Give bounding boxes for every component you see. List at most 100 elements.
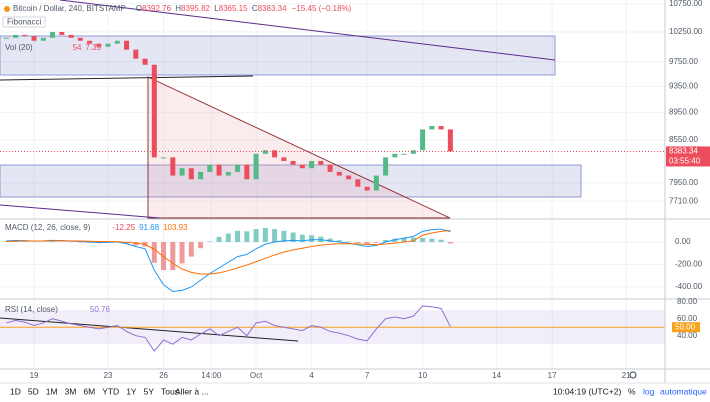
y-tick-label: -400.00 (675, 282, 703, 291)
candle (318, 160, 324, 165)
y-tick-label: 10250.00 (669, 27, 703, 36)
midline-label: 50.00 (675, 322, 696, 331)
macd-histogram-bar (50, 241, 56, 243)
macd-histogram-bar (364, 242, 370, 245)
auto-toggle[interactable]: automatique (660, 386, 707, 396)
log-toggle[interactable]: log (643, 386, 655, 396)
x-tick-label: 10 (418, 371, 427, 380)
candle (170, 157, 176, 176)
fib-box (0, 164, 582, 198)
y-tick-label: 40.00 (677, 331, 698, 340)
candle (392, 153, 398, 158)
candle (207, 164, 213, 172)
labels: 19 23 26 14:00 Oct 4 7 10 14 17 21 10750.00 10250.00… (30, 0, 710, 380)
macd-legend: MACD (12, 26, close, 9) -12.25 91.68 103.93 (5, 223, 188, 232)
macd-histogram-bar (420, 238, 426, 243)
y-tick-label: 9750.00 (669, 57, 698, 66)
macd-histogram-bar (244, 231, 250, 243)
settings-icon[interactable] (629, 371, 637, 379)
macd-histogram-bar (225, 233, 231, 243)
fibonacci-legend[interactable]: Fibonacci (7, 18, 41, 27)
ohlc-label: H (175, 4, 181, 13)
range-button[interactable]: 5D (28, 386, 39, 396)
candle (198, 171, 204, 180)
macd-value: 91.68 (139, 223, 160, 232)
candle (13, 34, 19, 38)
marks (0, 31, 665, 352)
macd-value: -12.25 (112, 223, 135, 232)
candle (244, 164, 250, 180)
macd-histogram-bar (207, 241, 213, 243)
fib-box (0, 35, 556, 76)
candle (179, 168, 185, 176)
midline-box (672, 322, 700, 333)
range-button[interactable]: 1Y (126, 386, 137, 396)
macd-histogram-bar (438, 239, 444, 243)
x-tick-label: 23 (104, 371, 113, 380)
range-button[interactable]: YTD (102, 386, 119, 396)
volume-value: 7.39 (85, 43, 101, 52)
candle (59, 31, 65, 35)
candle (373, 175, 379, 191)
ohlc-value: 8395.82 (181, 4, 210, 13)
candle (299, 164, 305, 169)
macd-histogram-bar (198, 242, 204, 249)
candle (31, 36, 37, 41)
candle (77, 37, 83, 41)
y-tick-label: 9350.00 (669, 82, 698, 91)
ohlc-label: L (214, 4, 219, 13)
trend-line (0, 204, 161, 219)
y-tick-label: 60.00 (677, 314, 698, 323)
macd-histogram-bar (336, 240, 342, 243)
range-button[interactable]: 3M (65, 386, 77, 396)
candle (383, 157, 389, 176)
macd-histogram-bar (410, 237, 416, 243)
candle (142, 58, 148, 65)
candle (447, 129, 453, 152)
y-tick-label: 10750.00 (669, 0, 703, 8)
candle (133, 49, 139, 59)
candle (401, 153, 407, 155)
range-button[interactable]: Tous (161, 386, 179, 396)
macd-histogram-bar (373, 242, 379, 243)
candle (281, 157, 287, 161)
ohlc-label: O (136, 4, 142, 13)
candle (40, 37, 46, 41)
candle (410, 150, 416, 154)
change: −15.45 (−0.18%) (292, 4, 352, 13)
y-tick-label: -200.00 (675, 260, 703, 269)
candle (114, 40, 120, 44)
range-button[interactable]: 6M (83, 386, 95, 396)
range-button[interactable]: 1D (10, 386, 21, 396)
range-button[interactable]: 1M (46, 386, 58, 396)
macd-histogram-bar (253, 229, 259, 243)
macd-title: MACD (12, 26, close, 9) (5, 223, 91, 232)
x-tick-label: 21 (622, 371, 631, 380)
candle (438, 126, 444, 130)
legend-box (2, 16, 46, 28)
candle (336, 171, 342, 176)
ohlc-value: 8383.34 (258, 4, 287, 13)
candle (225, 171, 231, 176)
candle (216, 164, 222, 176)
trend-line (0, 317, 299, 342)
rsi-line (6, 305, 451, 352)
candle (161, 157, 167, 159)
candle (3, 37, 9, 39)
candle (309, 160, 315, 169)
y-tick-label: 80.00 (677, 297, 698, 306)
goto-button[interactable]: Aller à ... (175, 386, 209, 396)
y-tick-label: 7710.00 (669, 196, 698, 205)
percent-toggle[interactable]: % (628, 386, 636, 396)
ohlc-label: C (252, 4, 258, 13)
symbol-icon (4, 6, 10, 12)
last-price-label: 8383.34 (669, 147, 698, 156)
candle (327, 164, 333, 172)
macd-histogram-bar (151, 242, 157, 263)
range-button[interactable]: 5Y (144, 386, 155, 396)
macd-histogram-bar (3, 241, 9, 243)
candle (355, 179, 361, 187)
macd-histogram-bar (327, 238, 333, 243)
